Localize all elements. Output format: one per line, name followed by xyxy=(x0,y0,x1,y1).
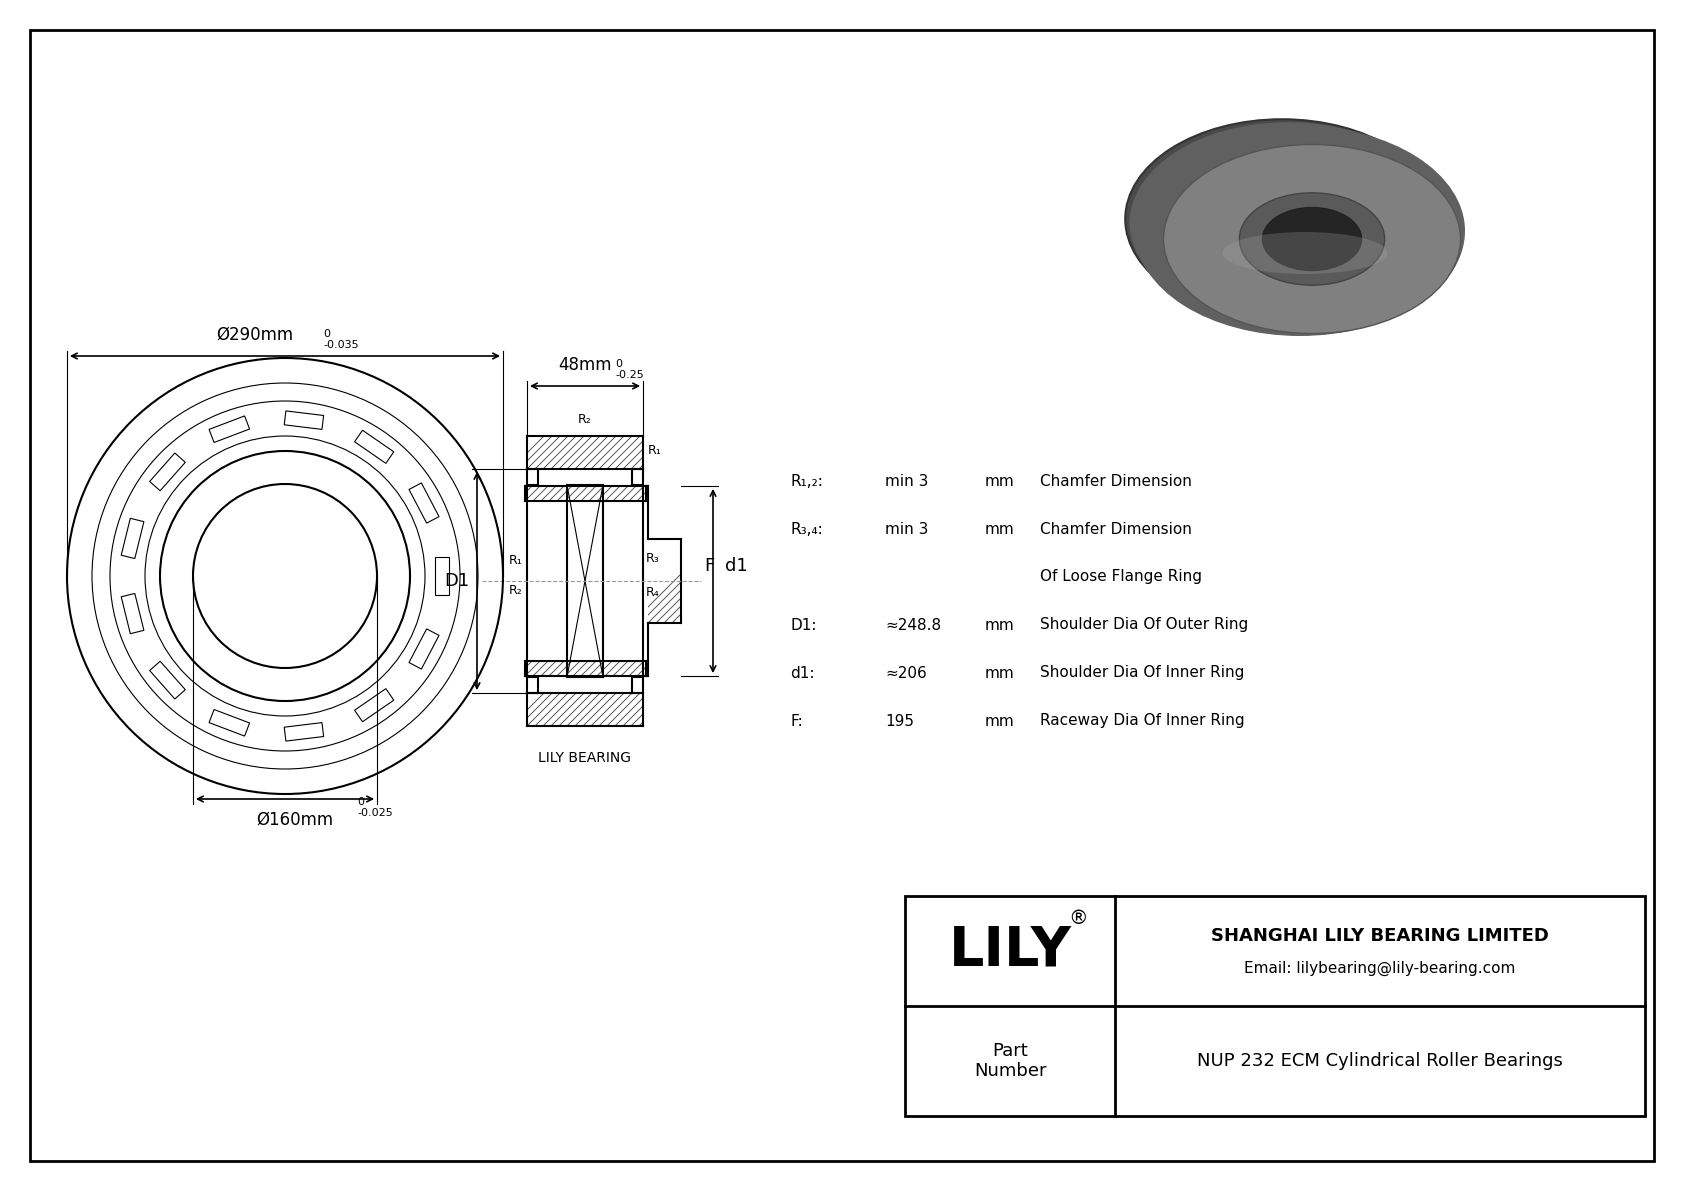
Text: mm: mm xyxy=(985,713,1015,729)
Text: R₄: R₄ xyxy=(647,586,660,599)
Bar xyxy=(904,896,1645,1116)
Text: -0.25: -0.25 xyxy=(615,370,643,380)
Ellipse shape xyxy=(1263,207,1361,270)
Text: R₁: R₁ xyxy=(509,555,522,567)
Text: 0: 0 xyxy=(323,329,330,339)
Text: d1:: d1: xyxy=(790,666,815,680)
Text: R₃,₄:: R₃,₄: xyxy=(790,522,823,536)
Text: Chamfer Dimension: Chamfer Dimension xyxy=(1041,474,1192,488)
Text: mm: mm xyxy=(985,474,1015,488)
Text: D1:: D1: xyxy=(790,617,817,632)
Text: Raceway Dia Of Inner Ring: Raceway Dia Of Inner Ring xyxy=(1041,713,1244,729)
Ellipse shape xyxy=(1223,232,1388,274)
Text: SHANGHAI LILY BEARING LIMITED: SHANGHAI LILY BEARING LIMITED xyxy=(1211,927,1549,944)
Text: Email: lilybearing@lily-bearing.com: Email: lilybearing@lily-bearing.com xyxy=(1244,960,1516,975)
Text: 48mm: 48mm xyxy=(559,356,611,374)
Text: LILY: LILY xyxy=(948,924,1071,978)
Text: min 3: min 3 xyxy=(886,522,928,536)
Text: D1: D1 xyxy=(445,572,470,590)
Text: Shoulder Dia Of Inner Ring: Shoulder Dia Of Inner Ring xyxy=(1041,666,1244,680)
Text: ≈248.8: ≈248.8 xyxy=(886,617,941,632)
Ellipse shape xyxy=(1164,144,1460,333)
Text: mm: mm xyxy=(985,617,1015,632)
Text: 0: 0 xyxy=(615,358,621,369)
Text: Ø160mm: Ø160mm xyxy=(256,811,333,829)
Ellipse shape xyxy=(1239,193,1384,285)
Text: Chamfer Dimension: Chamfer Dimension xyxy=(1041,522,1192,536)
Text: -0.035: -0.035 xyxy=(323,339,359,350)
Text: F:: F: xyxy=(790,713,803,729)
Text: R₁,₂:: R₁,₂: xyxy=(790,474,823,488)
Ellipse shape xyxy=(1135,126,1465,336)
Text: R₂: R₂ xyxy=(509,585,522,598)
Text: F: F xyxy=(704,557,716,575)
Text: 195: 195 xyxy=(886,713,914,729)
Text: LILY BEARING: LILY BEARING xyxy=(539,752,632,765)
Text: d1: d1 xyxy=(726,557,748,575)
Text: ≈206: ≈206 xyxy=(886,666,926,680)
Text: ®: ® xyxy=(1068,909,1088,928)
Text: R₁: R₁ xyxy=(648,444,662,457)
Text: R₂: R₂ xyxy=(578,413,591,426)
Text: -0.025: -0.025 xyxy=(357,807,392,818)
Text: NUP 232 ECM Cylindrical Roller Bearings: NUP 232 ECM Cylindrical Roller Bearings xyxy=(1197,1052,1563,1070)
Text: min 3: min 3 xyxy=(886,474,928,488)
Text: mm: mm xyxy=(985,522,1015,536)
Ellipse shape xyxy=(1130,123,1447,324)
Text: Of Loose Flange Ring: Of Loose Flange Ring xyxy=(1041,569,1202,585)
Text: Shoulder Dia Of Outer Ring: Shoulder Dia Of Outer Ring xyxy=(1041,617,1248,632)
Text: Part
Number: Part Number xyxy=(973,1042,1046,1080)
Ellipse shape xyxy=(1125,119,1438,319)
Text: R₃: R₃ xyxy=(647,553,660,566)
Text: 0: 0 xyxy=(357,797,364,807)
Ellipse shape xyxy=(1132,124,1455,330)
Text: Ø290mm: Ø290mm xyxy=(217,326,293,344)
Text: mm: mm xyxy=(985,666,1015,680)
